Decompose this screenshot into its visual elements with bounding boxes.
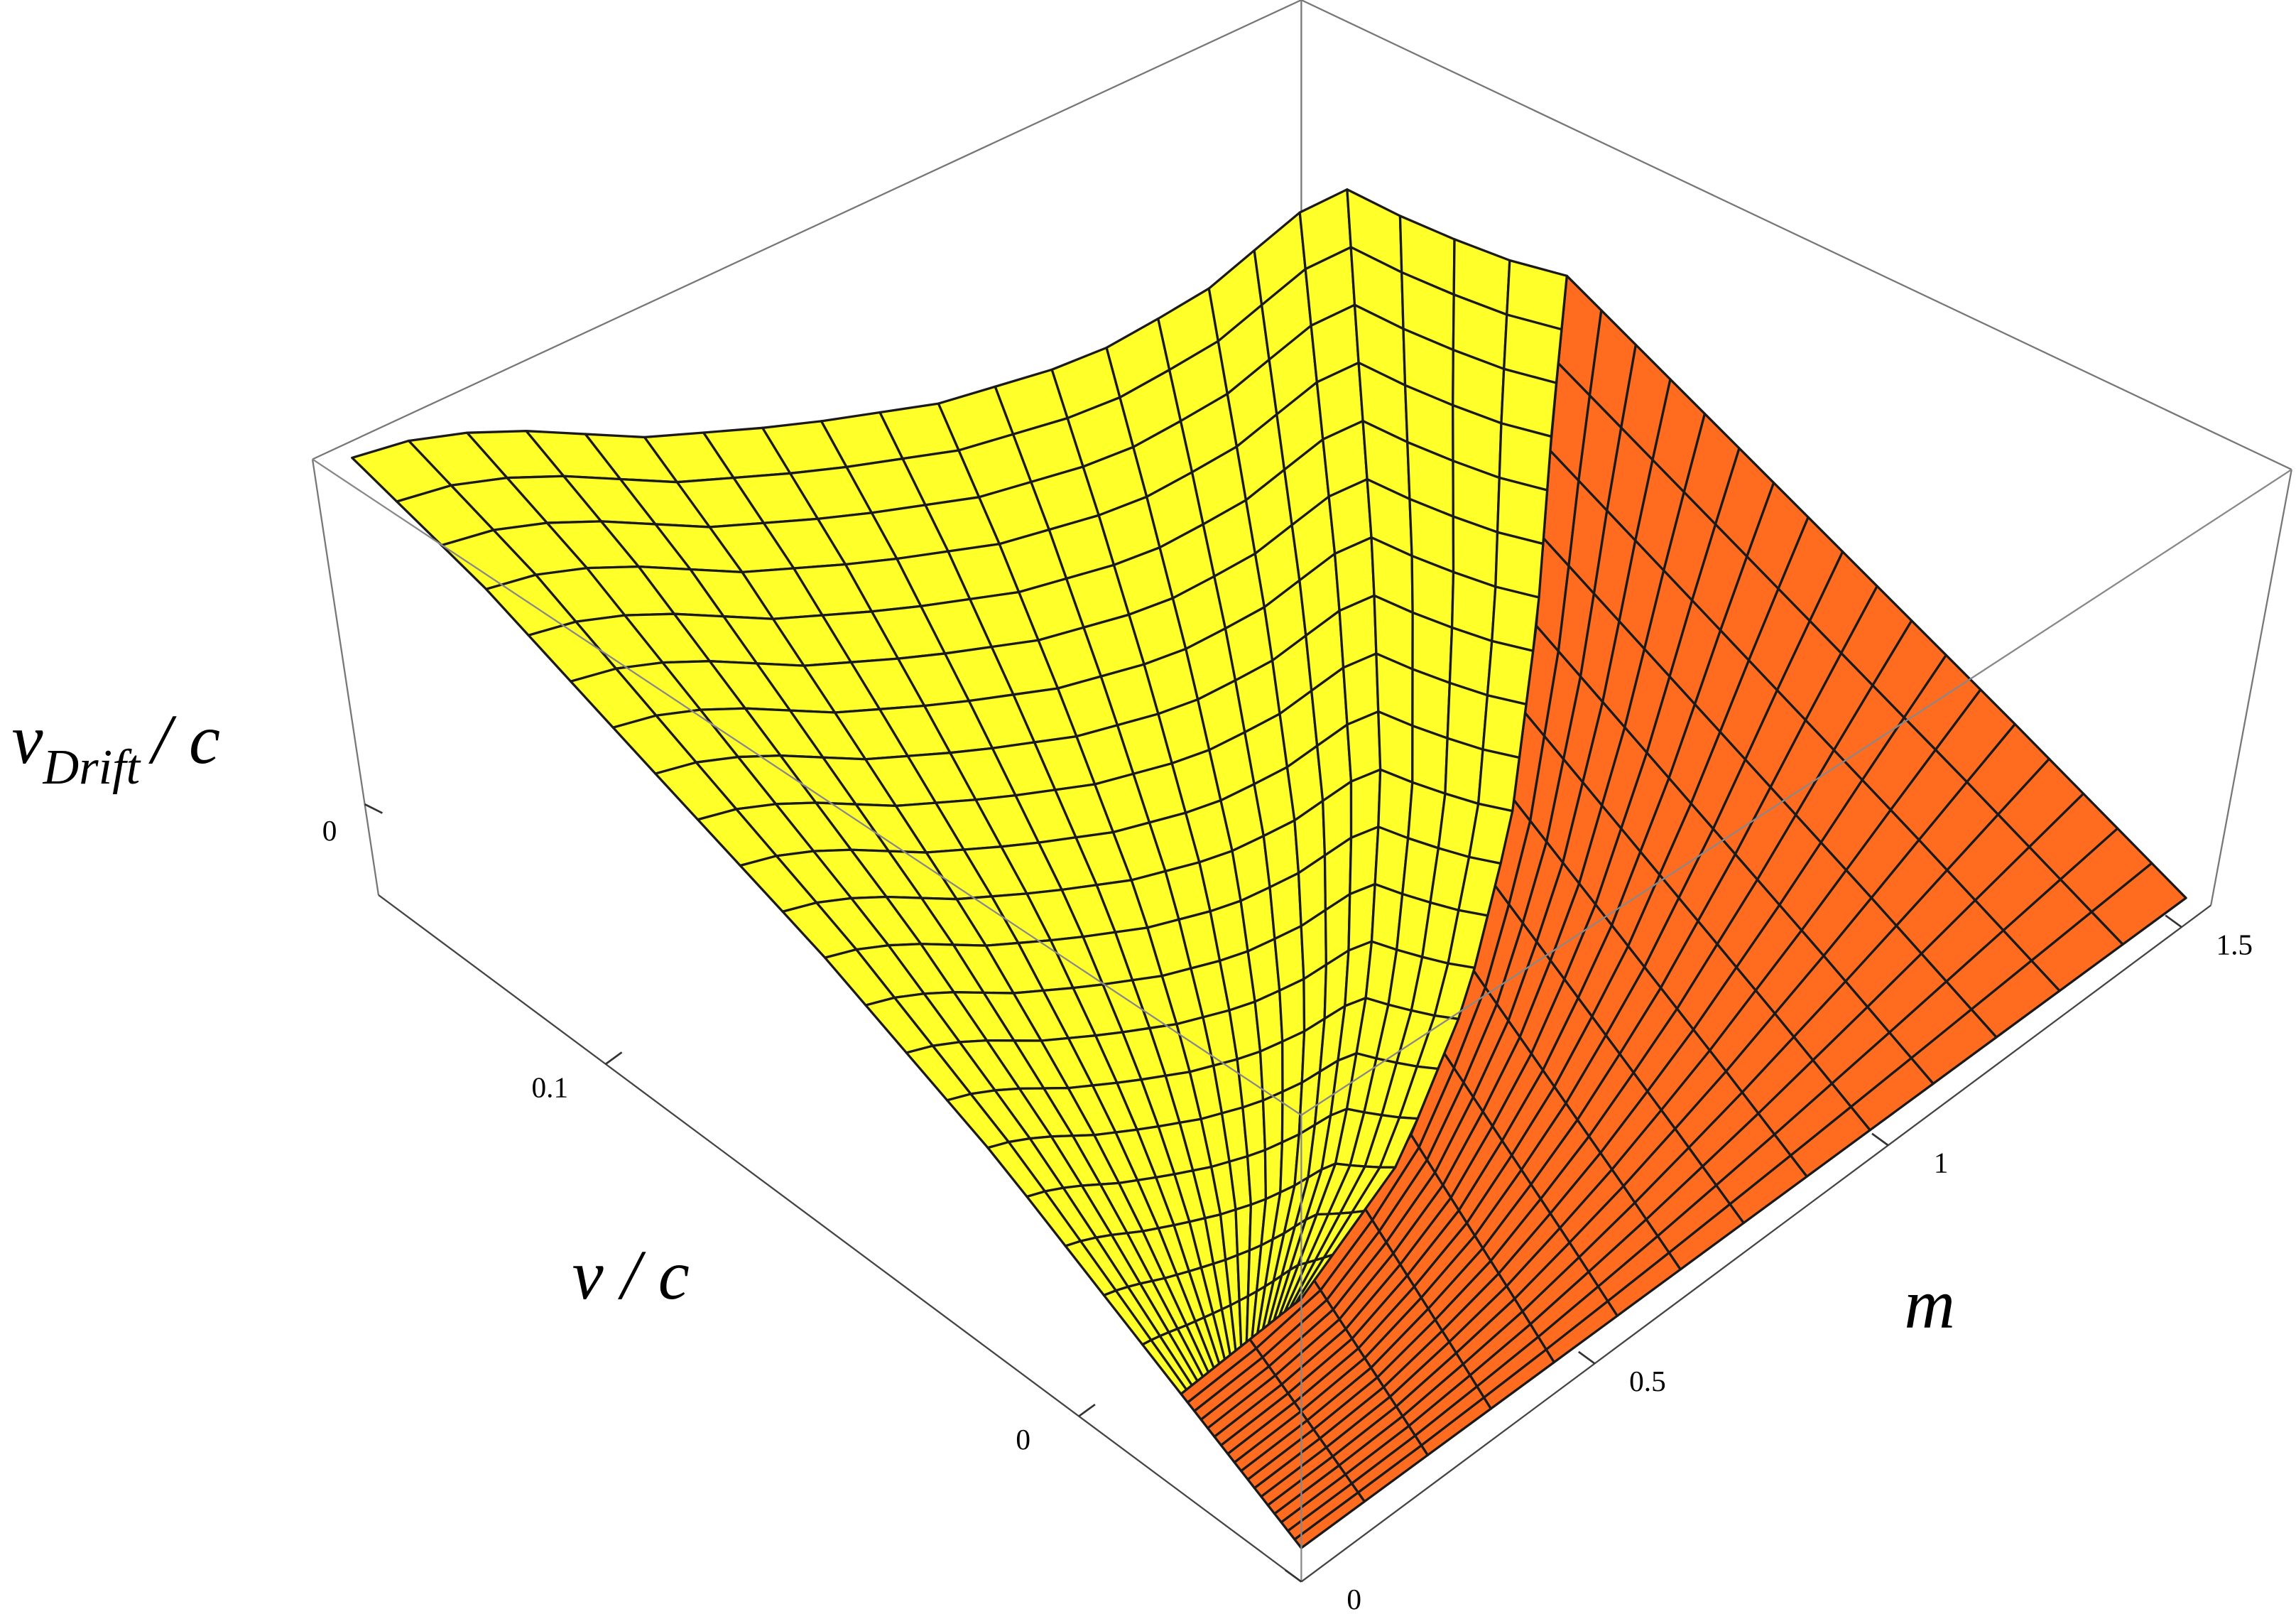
- z-label-tail: / c: [148, 701, 220, 779]
- surface-cell: [1491, 585, 1540, 652]
- surface-cell: [1246, 1149, 1268, 1206]
- box-edge: [2210, 469, 2292, 906]
- tick-label: 1: [1934, 1147, 1949, 1179]
- y-axis-label: v / c: [572, 1237, 690, 1314]
- tick-label: 0: [1346, 1583, 1361, 1614]
- tick-mark: [1871, 1132, 1889, 1147]
- surface-cell: [1236, 1050, 1265, 1109]
- box-edge: [311, 459, 380, 896]
- ticks: 0 0.5 1 1.5 0 0.1 0: [322, 803, 2253, 1614]
- x-axis-label: m: [1904, 1266, 1955, 1343]
- box-edge: [378, 894, 1302, 1583]
- surface-cell: [1444, 737, 1484, 806]
- surface: [351, 188, 2187, 1549]
- tick-label: 0.1: [532, 1071, 569, 1104]
- tick-label: 0.5: [1629, 1365, 1666, 1397]
- surface-cell: [1241, 1099, 1267, 1158]
- tick-mark: [364, 803, 383, 814]
- surface-cell: [1481, 694, 1528, 759]
- z-label-base: v: [12, 701, 43, 779]
- surface-cell: [1258, 1040, 1284, 1102]
- tick-label: 0: [322, 814, 337, 847]
- tick-label: 1.5: [2216, 928, 2253, 961]
- box-edge: [1300, 468, 2292, 1116]
- box-edge: [312, 0, 1302, 460]
- tick-mark: [605, 1051, 623, 1065]
- box-front-edges: [312, 458, 2292, 1583]
- tick-label: 0: [1016, 1423, 1030, 1456]
- surface-cell: [1476, 748, 1521, 813]
- surface-cell: [1486, 639, 1535, 706]
- tick-mark: [1078, 1403, 1096, 1417]
- z-label-sub: Drift: [43, 740, 141, 795]
- box-edge: [312, 458, 1302, 1116]
- box-edge: [1300, 904, 2211, 1583]
- tick-mark: [1284, 1569, 1302, 1583]
- tick-mark: [2165, 914, 2182, 928]
- box-edge: [1300, 0, 2292, 470]
- tick-mark: [1578, 1350, 1596, 1365]
- z-axis-label: vDrift / c: [12, 701, 220, 795]
